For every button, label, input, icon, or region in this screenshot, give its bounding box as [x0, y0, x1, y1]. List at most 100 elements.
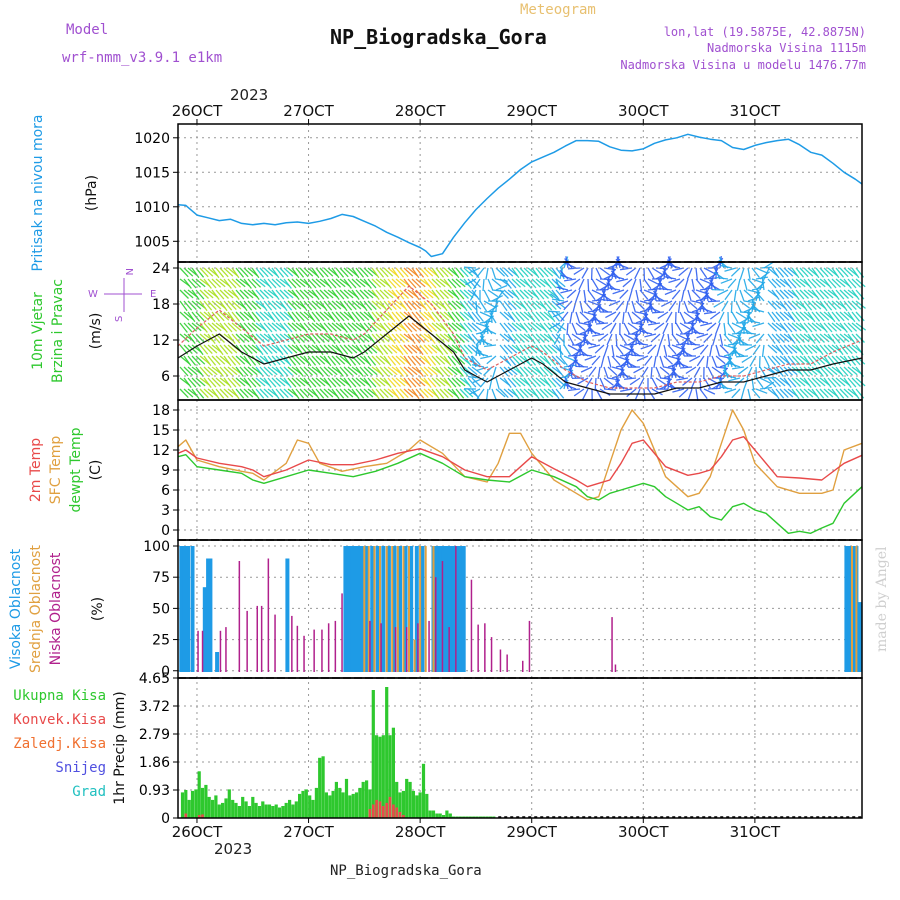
wind-barb	[566, 322, 569, 336]
wind-barb	[748, 333, 761, 340]
cloud-bar-low	[334, 620, 337, 672]
wind-barb	[391, 311, 401, 322]
wind-barb	[671, 322, 674, 336]
wind-barb	[383, 300, 393, 311]
wind-barb	[579, 311, 590, 321]
wind-barb	[187, 355, 197, 366]
wind-barb	[467, 344, 478, 354]
wind-barb	[823, 344, 833, 355]
wind-barb	[431, 300, 442, 310]
wind-barb	[570, 278, 581, 287]
precip-total-bar	[445, 810, 449, 818]
wind-barb	[779, 333, 790, 343]
wind-barb	[363, 377, 372, 388]
wind-barb	[383, 267, 394, 277]
wind-barb	[431, 388, 440, 400]
wind-barb	[239, 322, 248, 333]
wind-barb	[431, 322, 442, 332]
cloud-bar-low	[219, 630, 222, 672]
wind-barb	[648, 306, 661, 313]
wind-barb	[191, 300, 202, 310]
wind-barb	[738, 366, 749, 375]
wind-barb	[447, 377, 457, 388]
wind-barb	[327, 344, 338, 354]
wind-barb	[411, 278, 422, 288]
wind-barb	[339, 333, 350, 343]
wind-barb	[715, 257, 724, 269]
pressure-ylabel: Pritisak na nivou mora	[30, 114, 46, 271]
wind-barb	[535, 355, 546, 365]
wind-barb	[847, 311, 856, 323]
wind-barb	[367, 344, 378, 354]
wind-barb	[651, 311, 665, 314]
wind-barb	[787, 344, 798, 354]
wind-barb	[807, 377, 817, 388]
wind-barb	[835, 333, 845, 343]
wind-barb	[403, 300, 413, 311]
wind-barb	[243, 344, 253, 355]
wind-barb	[507, 366, 518, 376]
wind-barb	[803, 377, 812, 388]
wind-barb	[523, 278, 532, 289]
wind-barb	[543, 355, 552, 367]
wind-barb	[663, 258, 672, 269]
t2m-line	[177, 436, 863, 488]
wind-barb	[703, 333, 713, 344]
wind-barb	[689, 355, 701, 363]
precip-total-bar	[311, 799, 315, 818]
wind-barb	[339, 344, 349, 355]
wind-barb	[819, 366, 829, 377]
wind-barb	[267, 377, 277, 388]
wind-barb	[839, 366, 849, 377]
wind-barb	[307, 366, 318, 376]
wind-barb	[687, 300, 698, 310]
wind-barb	[387, 344, 398, 354]
wind-barb	[608, 287, 621, 291]
wind-barb	[535, 311, 545, 322]
wind-barb	[303, 388, 314, 398]
wind-barb	[531, 311, 541, 322]
wind-barb	[375, 289, 385, 300]
wind-barb	[704, 291, 713, 302]
wind-barb	[183, 322, 193, 333]
cloud-bar-high	[375, 546, 380, 672]
wind-barb	[580, 366, 593, 373]
wind-barb	[439, 267, 449, 278]
wind-barb	[675, 355, 681, 368]
wind-barb	[476, 352, 489, 357]
wind-barb	[379, 333, 390, 343]
wind-barb	[763, 366, 775, 374]
wind-barb	[661, 300, 673, 307]
wind-barb	[291, 278, 302, 288]
wind-barb	[411, 377, 421, 387]
wind-barb	[795, 278, 806, 288]
wind-barb	[223, 355, 232, 367]
wind-barb	[191, 322, 202, 332]
wind-barb	[819, 267, 829, 278]
wind-barb	[235, 388, 245, 399]
wind-barb	[847, 366, 858, 376]
wind-barb	[607, 269, 616, 280]
wind-barb	[483, 300, 495, 308]
wind-barb	[291, 322, 302, 332]
wind-barb	[343, 267, 354, 277]
wind-barb	[696, 355, 705, 367]
wind-barb	[629, 349, 641, 357]
wind-barb	[271, 289, 280, 300]
wind-barb	[847, 322, 858, 332]
wind-barb	[551, 333, 561, 344]
wind-barb	[351, 388, 360, 400]
wind-barb	[851, 377, 861, 387]
wind-barb	[815, 311, 825, 322]
wind-barb	[495, 267, 506, 277]
wind-barb	[255, 388, 265, 399]
wind-barb	[299, 267, 309, 278]
wind-barb	[199, 311, 210, 321]
wind-barb	[299, 388, 309, 399]
cloud-bar-low	[506, 654, 508, 672]
wind-barb	[271, 267, 280, 279]
wind-barb	[807, 322, 818, 332]
wind-barb	[187, 300, 197, 311]
wind-barb	[223, 289, 234, 299]
wind-barb	[843, 289, 854, 299]
